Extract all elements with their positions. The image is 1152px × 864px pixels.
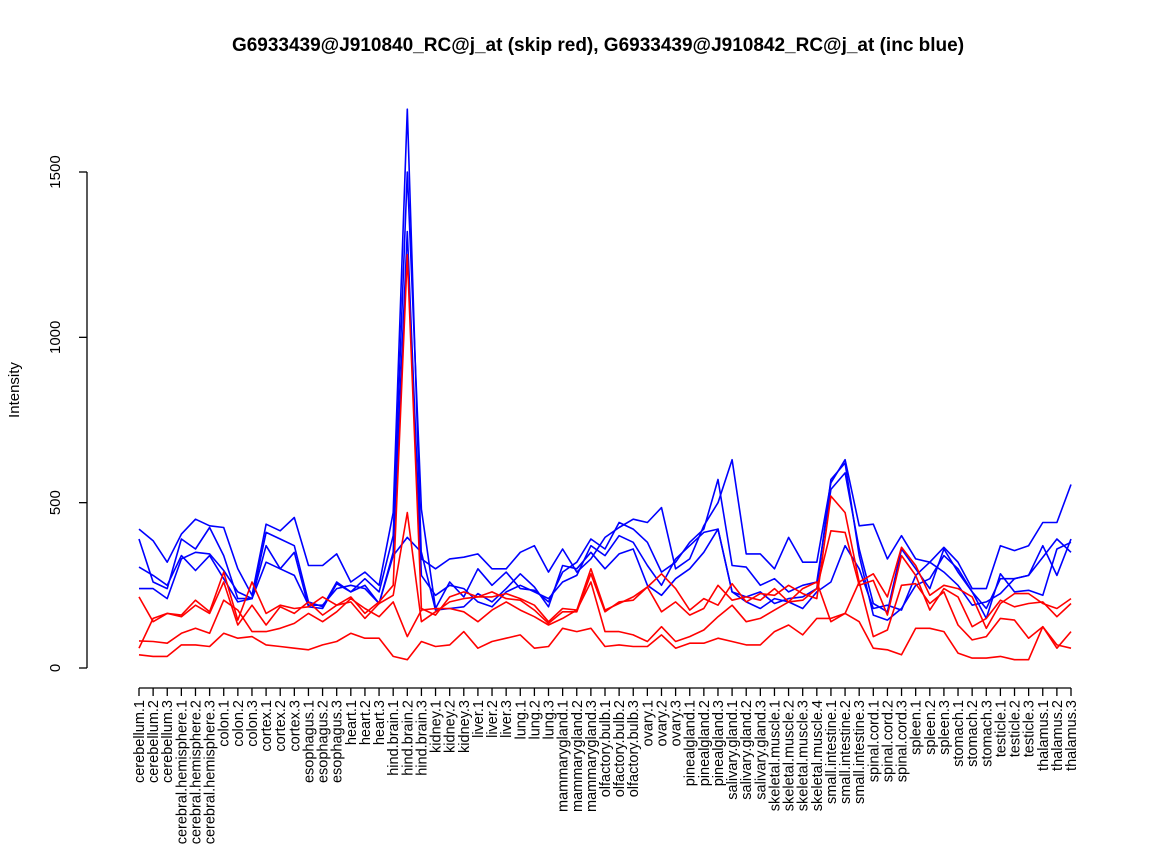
x-tick-label: cerebral.hemisphere.3: [203, 700, 219, 844]
x-axis: cerebellum.1cerebellum.2cerebellum.3cere…: [132, 687, 1080, 844]
x-tick-label: thalamus.2: [1050, 700, 1066, 771]
series-line: [138, 511, 1072, 649]
x-tick-label: olfactory.bulb.2: [612, 700, 628, 797]
y-axis: 0 500 1000 1500: [47, 155, 88, 672]
x-tick-label: liver.3: [499, 700, 515, 738]
x-tick-label: lung.1: [513, 700, 529, 740]
y-tick-label: 0: [47, 664, 64, 672]
x-tick-label: stomach.1: [951, 700, 967, 767]
x-tick-label: cerebral.hemisphere.1: [174, 700, 190, 844]
x-tick-label: salivary.gland.3: [753, 700, 769, 800]
x-tick-label: hind.brain.2: [400, 700, 416, 776]
series-line: [138, 253, 1072, 630]
x-tick-label: cerebellum.1: [132, 700, 148, 783]
x-tick-label: cerebellum.2: [146, 700, 162, 783]
y-tick-label: 1000: [47, 321, 64, 354]
x-tick-label: cerebellum.3: [160, 700, 176, 783]
x-tick-label: heart.3: [372, 700, 388, 745]
x-tick-label: spleen.1: [909, 700, 925, 755]
chart-title: G6933439@J910840_RC@j_at (skip red), G69…: [232, 35, 964, 56]
x-tick-label: skeletal.muscle.2: [782, 700, 798, 811]
x-tick-label: thalamus.1: [1036, 700, 1052, 771]
series-lines: [138, 108, 1072, 661]
x-tick-label: ovary.2: [654, 700, 670, 746]
x-tick-label: kidney.1: [429, 700, 445, 753]
x-tick-label: skeletal.muscle.1: [767, 700, 783, 811]
x-tick-label: salivary.gland.1: [725, 700, 741, 800]
x-tick-label: kidney.2: [443, 700, 459, 753]
x-tick-label: lung.2: [527, 700, 543, 740]
x-tick-label: lung.3: [542, 700, 558, 740]
x-tick-label: stomach.2: [965, 700, 981, 767]
x-tick-label: stomach.3: [979, 700, 995, 767]
x-tick-label: heart.1: [344, 700, 360, 745]
x-tick-label: testicle.2: [1008, 700, 1024, 757]
x-tick-label: testicle.3: [1022, 700, 1038, 757]
x-tick-label: colon.3: [245, 700, 261, 747]
series-line: [139, 528, 1072, 611]
x-tick-label: esophagus.1: [301, 700, 317, 783]
x-tick-label: cortex.2: [273, 700, 289, 752]
x-tick-label: colon.2: [231, 700, 247, 747]
y-tick-label: 1500: [47, 155, 64, 188]
x-tick-label: small.intestine.2: [838, 700, 854, 804]
x-tick-label: salivary.gland.2: [739, 700, 755, 800]
y-axis-label: Intensity: [6, 362, 23, 418]
y-tick-label: 500: [47, 490, 64, 515]
x-tick-label: cortex.1: [259, 700, 275, 752]
x-tick-label: kidney.3: [457, 700, 473, 753]
x-tick-label: olfactory.bulb.3: [626, 700, 642, 797]
x-tick-label: ovary.1: [640, 700, 656, 746]
x-tick-label: hind.brain.1: [386, 700, 402, 776]
x-tick-label: liver.1: [471, 700, 487, 738]
series-line: [138, 108, 1072, 597]
x-tick-label: cortex.3: [287, 700, 303, 752]
x-tick-label: small.intestine.3: [852, 700, 868, 804]
x-tick-label: skeletal.muscle.3: [796, 700, 812, 811]
x-tick-label: spinal.cord.1: [866, 700, 882, 782]
x-tick-label: cerebral.hemisphere.2: [188, 700, 204, 844]
x-tick-label: spleen.2: [923, 700, 939, 755]
x-tick-label: thalamus.3: [1064, 700, 1080, 771]
x-tick-label: ovary.3: [669, 700, 685, 746]
x-tick-label: pinealgland.3: [711, 700, 727, 786]
x-tick-label: mammarygland.3: [584, 700, 600, 812]
x-tick-label: pinealgland.2: [697, 700, 713, 786]
x-tick-label: mammarygland.1: [556, 700, 572, 812]
x-tick-label: spinal.cord.3: [895, 700, 911, 782]
x-tick-label: small.intestine.1: [824, 700, 840, 804]
x-tick-label: spleen.3: [937, 700, 953, 755]
series-line: [138, 171, 1072, 613]
x-tick-label: colon.1: [217, 700, 233, 747]
x-tick-label: spinal.cord.2: [880, 700, 896, 782]
series-line: [138, 230, 1072, 621]
x-tick-label: testicle.1: [993, 700, 1009, 757]
x-tick-label: liver.2: [485, 700, 501, 738]
x-tick-label: hind.brain.3: [414, 700, 430, 776]
x-tick-label: esophagus.3: [330, 700, 346, 783]
series-line: [138, 581, 1072, 650]
x-tick-label: heart.2: [358, 700, 374, 745]
x-tick-label: olfactory.bulb.1: [598, 700, 614, 797]
x-tick-label: skeletal.muscle.4: [810, 700, 826, 811]
series-line: [138, 612, 1072, 661]
x-tick-label: mammarygland.2: [570, 700, 586, 812]
x-tick-label: pinealgland.1: [683, 700, 699, 786]
x-tick-label: esophagus.2: [316, 700, 332, 783]
